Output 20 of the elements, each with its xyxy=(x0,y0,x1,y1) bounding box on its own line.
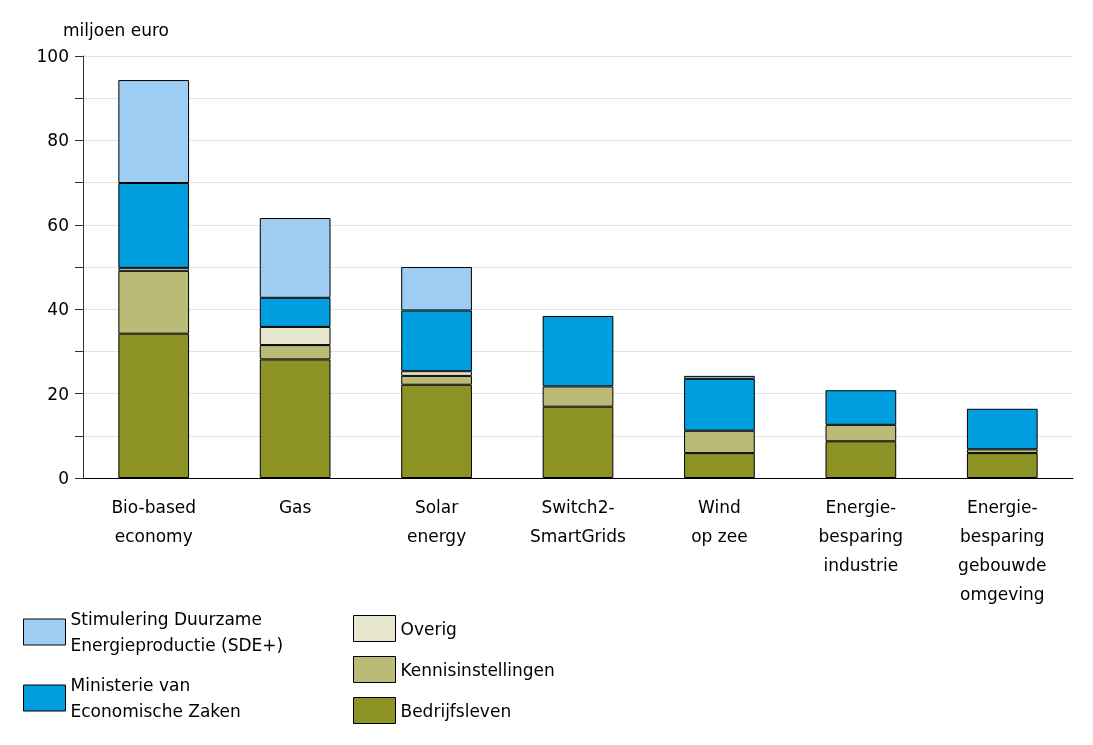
x-tick-label: Energie- besparing industrie xyxy=(818,496,904,575)
x-tick-label: Energie- besparing gebouwde omgeving xyxy=(958,496,1047,604)
legend-label: Bedrijfsleven xyxy=(400,700,512,721)
y-tick-label: 0 xyxy=(58,468,69,488)
y-tick-label: 100 xyxy=(36,46,69,66)
y-tick-label: 20 xyxy=(47,383,69,404)
x-tick-label: Bio-based economy xyxy=(111,496,196,546)
x-tick-label: Switch2- SmartGrids xyxy=(530,496,627,546)
y-tick-label: 40 xyxy=(47,299,69,320)
legend-label: Stimulering Duurzame Energieproductie (SDE+) xyxy=(70,609,284,655)
legend-label: Overig xyxy=(400,618,457,639)
legend-label: Ministerie van Economische Zaken xyxy=(70,675,241,721)
y-tick-label: 60 xyxy=(47,214,69,235)
x-tick-label: Gas xyxy=(278,496,312,517)
x-tick-label: Solar energy xyxy=(406,496,467,546)
y-tick-label: 80 xyxy=(47,130,69,151)
legend-label: Kennisinstellingen xyxy=(400,659,555,680)
x-tick-label: Wind op zee xyxy=(691,496,748,546)
bar xyxy=(966,408,1038,450)
y-axis-title: miljoen euro xyxy=(63,19,170,40)
